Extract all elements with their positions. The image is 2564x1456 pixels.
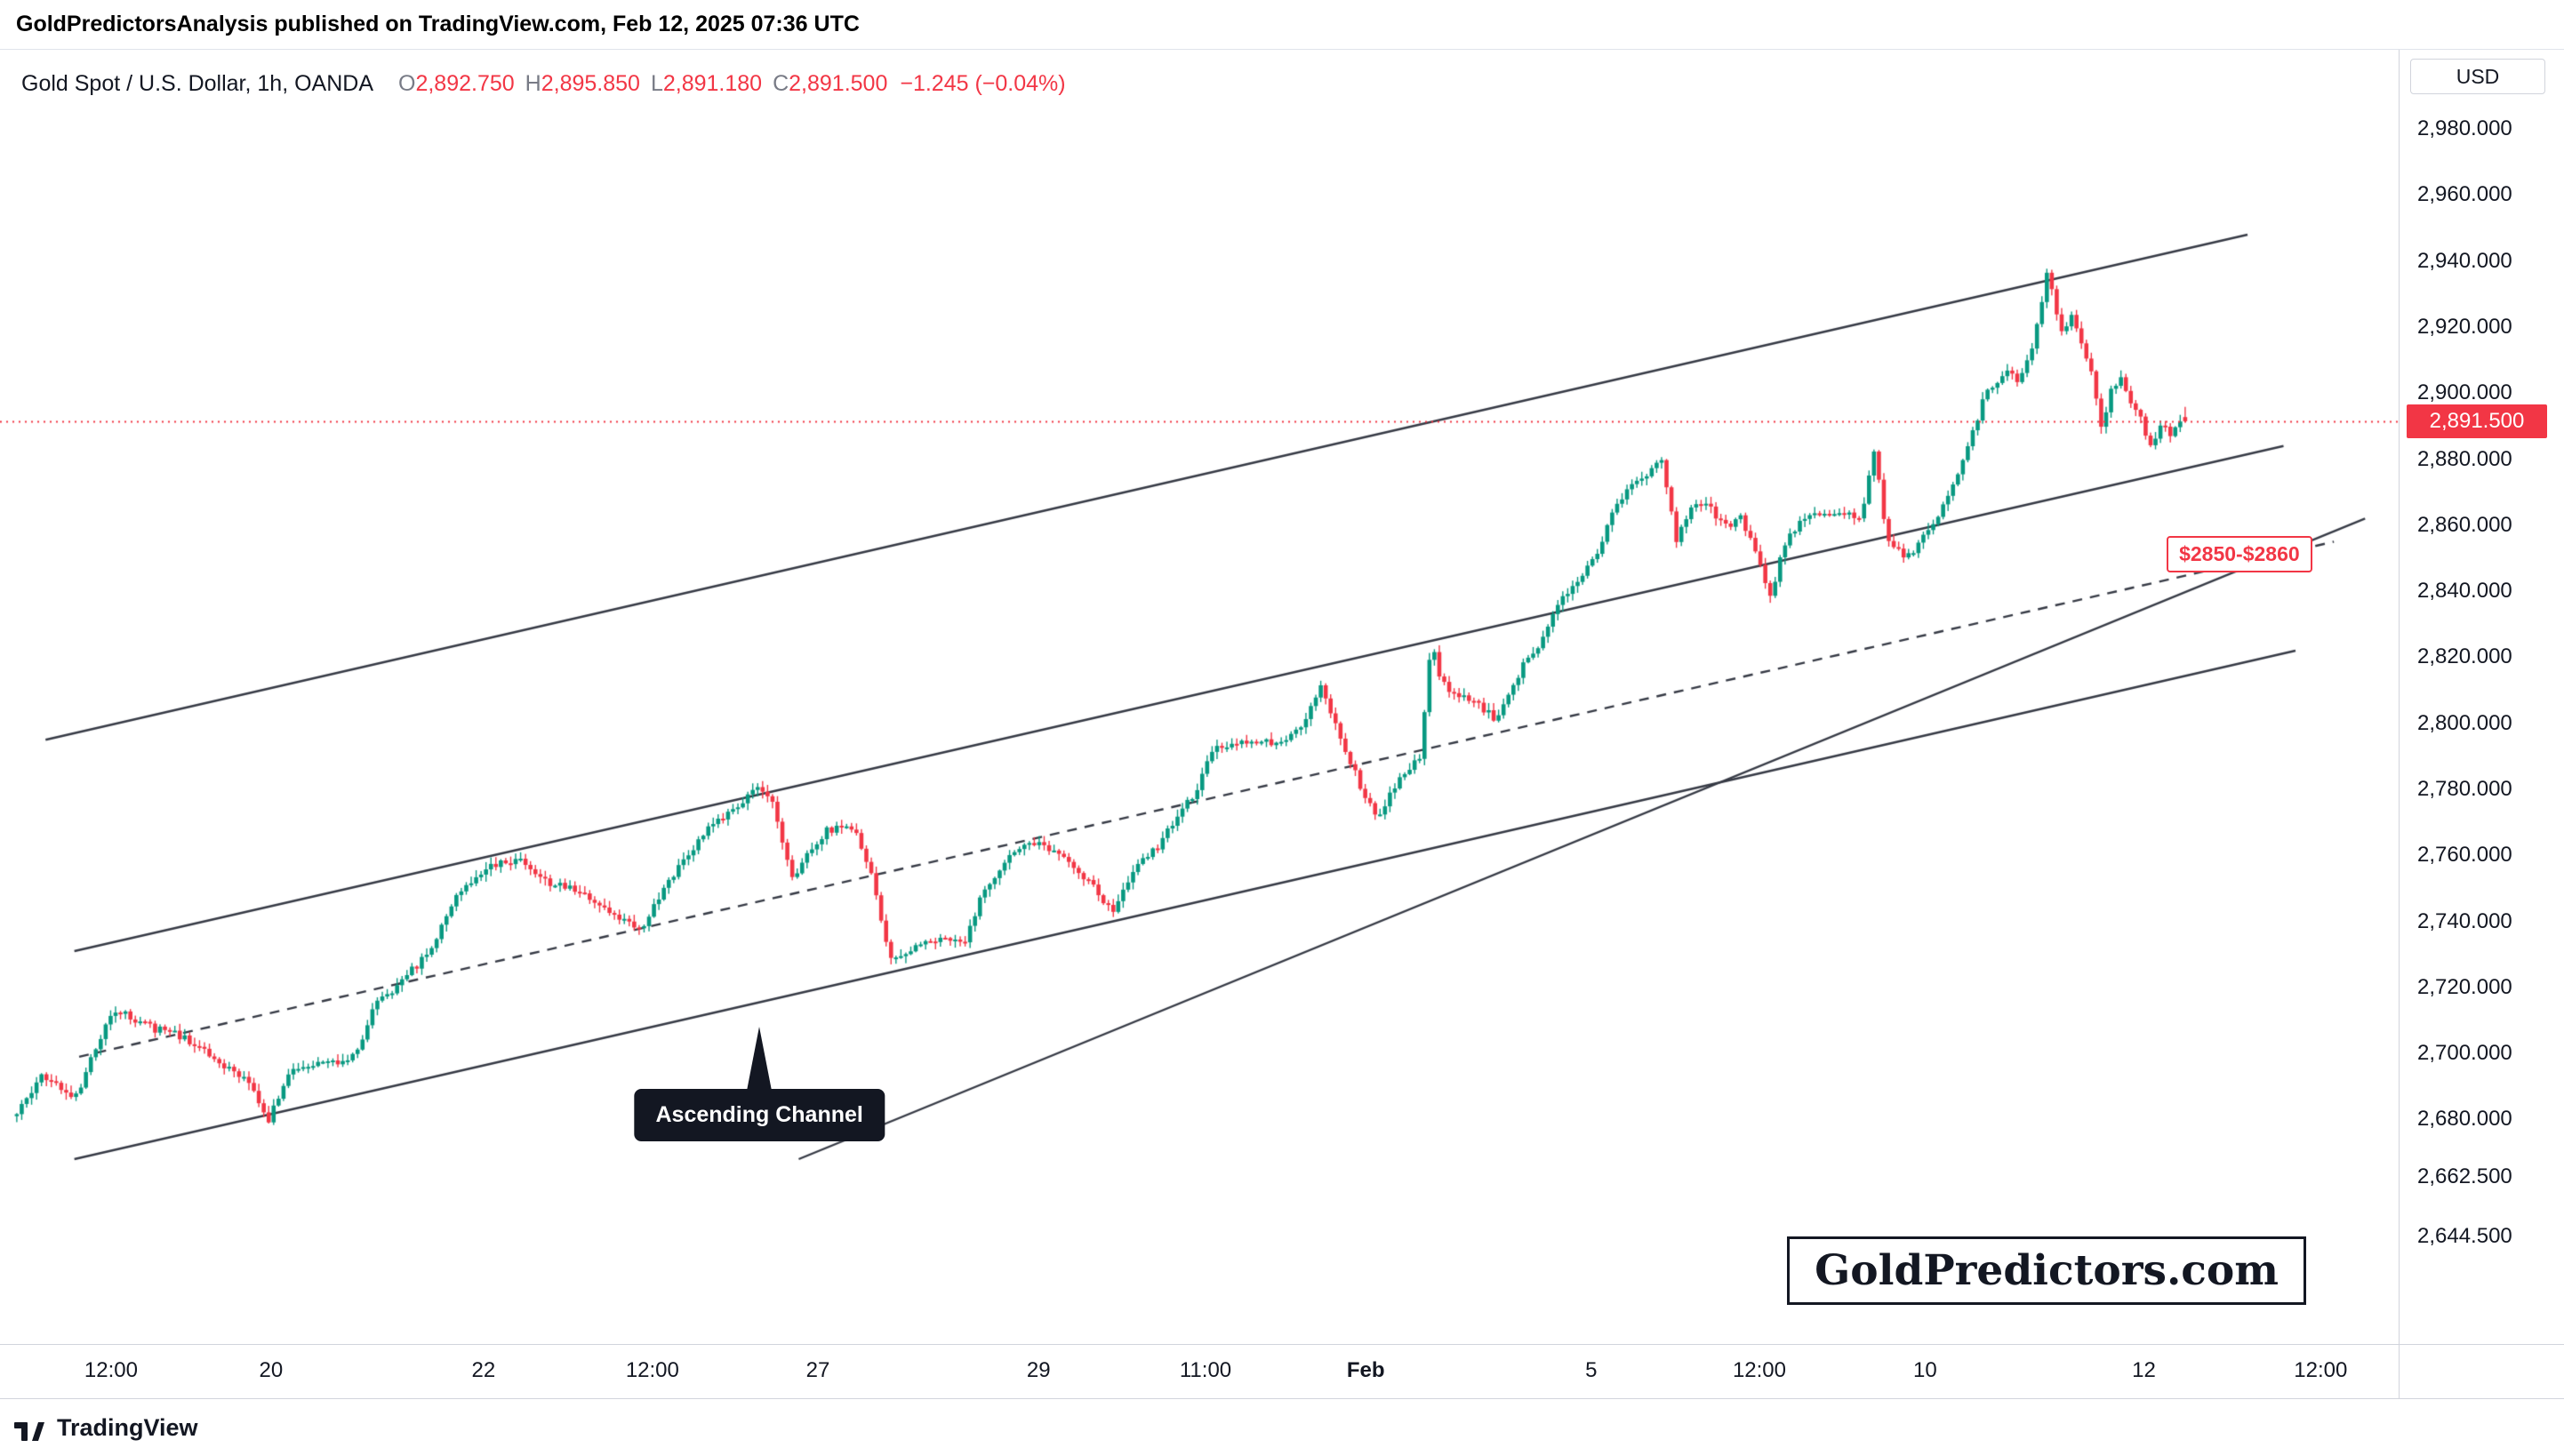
time-tick-label: 11:00	[1179, 1358, 1232, 1382]
time-tick-label: 10	[1913, 1358, 1937, 1382]
currency-toggle: USD	[2410, 59, 2545, 94]
price-tick-label: 2,680.000	[2417, 1107, 2512, 1132]
close-label: C	[773, 71, 789, 96]
time-tick-label: 20	[259, 1358, 284, 1382]
attribution-bar: TradingView	[0, 1398, 2564, 1456]
time-tick-label: 22	[471, 1358, 496, 1382]
price-tick-label: 2,860.000	[2417, 512, 2512, 537]
time-tick-label: 27	[805, 1358, 830, 1382]
time-axis-corner	[2399, 1345, 2564, 1398]
time-axis[interactable]: 12:00 20 22 12:00 27 29 11:00 Feb 5 12:00 10 12 12:0…	[0, 1344, 2564, 1398]
time-tick-label: 29	[1026, 1358, 1051, 1382]
high-value: 2,895.850	[541, 71, 640, 96]
time-tick-label: 5	[1585, 1358, 1598, 1382]
price-tick-label: 2,880.000	[2417, 446, 2512, 471]
publish-info-bar: GoldPredictorsAnalysis published on Trad…	[0, 0, 2564, 50]
low-value: 2,891.180	[662, 71, 763, 96]
chart-legend: Gold Spot / U.S. Dollar, 1h, OANDA O2,892…	[21, 71, 1066, 97]
price-tick-label: 2,780.000	[2417, 777, 2512, 801]
open-label: O	[398, 71, 416, 96]
price-tick-label: 2,720.000	[2417, 974, 2512, 999]
ascending-channel-callout[interactable]: Ascending Channel	[634, 1089, 885, 1142]
chart-main: Gold Spot / U.S. Dollar, 1h, OANDA O2,892…	[0, 50, 2564, 1344]
change-value: −1.245 (−0.04%)	[900, 71, 1066, 96]
chart-pane[interactable]: Gold Spot / U.S. Dollar, 1h, OANDA O2,892…	[0, 50, 2399, 1344]
goldpredictors-watermark: GoldPredictors.com	[1787, 1236, 2306, 1305]
time-tick-label: 12:00	[1732, 1358, 1786, 1382]
price-tick-label: 2,980.000	[2417, 116, 2512, 141]
price-tick-label: 2,760.000	[2417, 843, 2512, 868]
time-tick-label: 12:00	[625, 1358, 679, 1382]
high-label: H	[525, 71, 541, 96]
price-axis[interactable]: USD 2,891.500 2,980.000 2,960.000 2,940.00…	[2399, 50, 2564, 1344]
candlestick-canvas[interactable]	[0, 50, 2399, 1344]
price-tick-label: 2,820.000	[2417, 644, 2512, 669]
price-tick-label: 2,940.000	[2417, 248, 2512, 273]
tradingview-logo-icon[interactable]	[14, 1414, 46, 1441]
time-tick-label: 12:00	[2294, 1358, 2348, 1382]
tradingview-brand-text[interactable]: TradingView	[57, 1413, 198, 1441]
time-tick-label: 12	[2132, 1358, 2156, 1382]
symbol-title[interactable]: Gold Spot / U.S. Dollar, 1h, OANDA	[21, 71, 373, 96]
price-range-label[interactable]: $2850-$2860	[2167, 536, 2312, 573]
callout-arrow	[747, 1027, 773, 1092]
price-tick-label: 2,840.000	[2417, 579, 2512, 604]
time-tick-label: Feb	[1346, 1358, 1385, 1382]
price-tick-label: 2,740.000	[2417, 908, 2512, 933]
time-axis-labels: 12:00 20 22 12:00 27 29 11:00 Feb 5 12:00 10 12 12:0…	[0, 1345, 2399, 1398]
close-value: 2,891.500	[789, 71, 888, 96]
low-label: L	[650, 71, 663, 96]
price-tick-label: 2,960.000	[2417, 182, 2512, 207]
open-value: 2,892.750	[415, 71, 515, 96]
price-tick-label: 2,920.000	[2417, 315, 2512, 339]
price-tick-label: 2,700.000	[2417, 1041, 2512, 1066]
price-tick-label: 2,644.500	[2417, 1224, 2512, 1249]
price-tick-label: 2,800.000	[2417, 710, 2512, 735]
price-tick-label: 2,900.000	[2417, 380, 2512, 405]
publish-info-text: GoldPredictorsAnalysis published on Trad…	[16, 12, 860, 36]
price-tick-label: 2,662.500	[2417, 1164, 2512, 1189]
last-price-badge: 2,891.500	[2407, 404, 2547, 438]
time-tick-label: 12:00	[84, 1358, 138, 1382]
